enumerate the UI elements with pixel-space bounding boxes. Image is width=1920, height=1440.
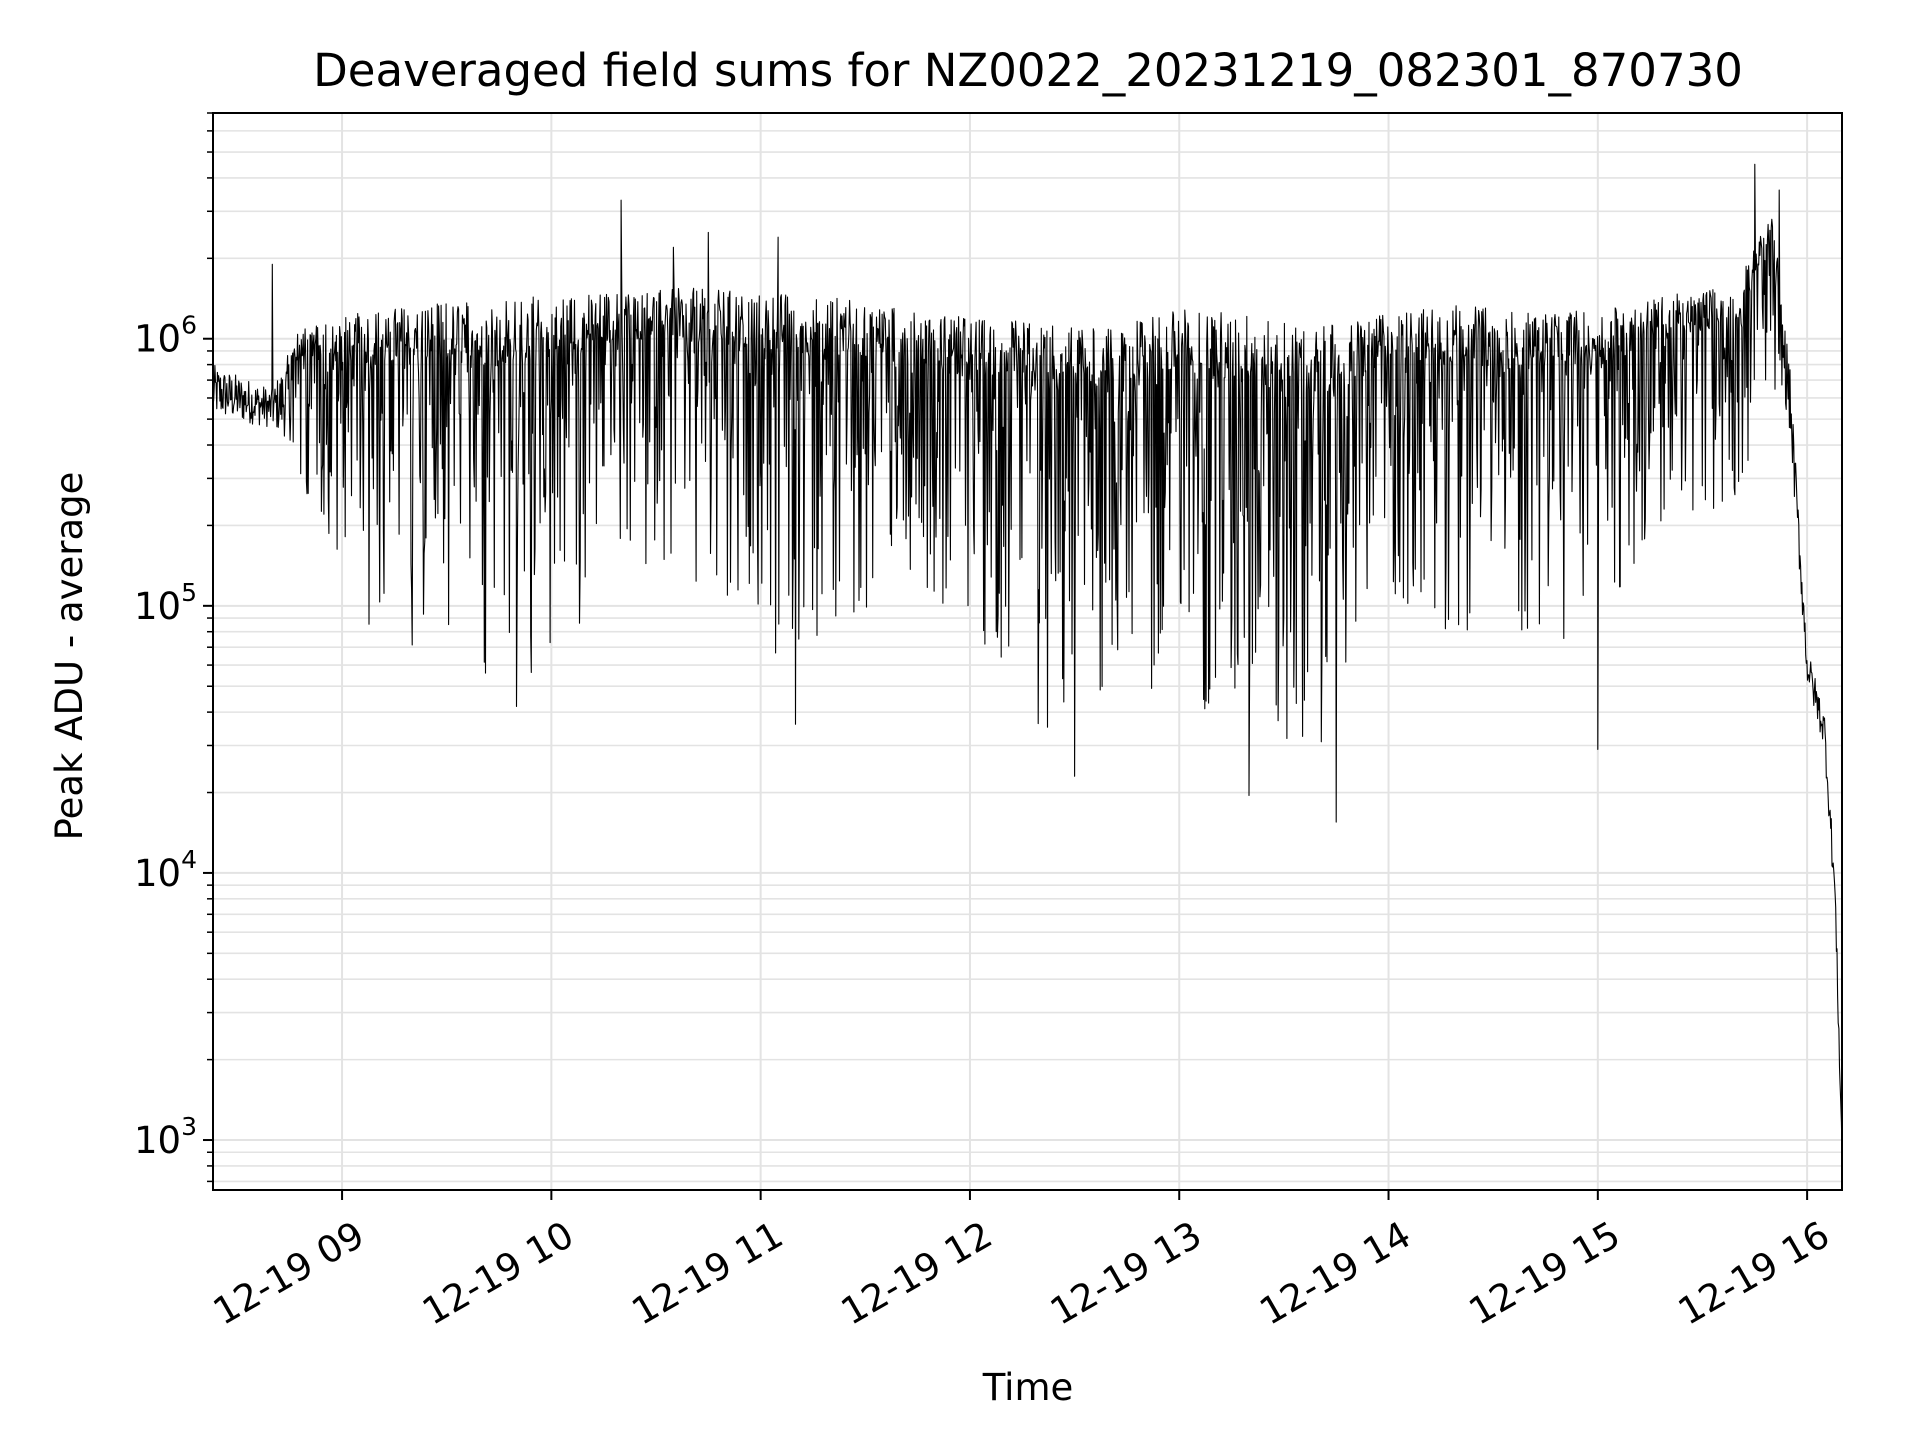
series-trace xyxy=(212,163,1843,1151)
series-line xyxy=(212,163,1843,1151)
y-tick-base: 10 xyxy=(134,852,181,895)
x-axis-label: Time xyxy=(982,1366,1074,1409)
y-tick-base: 10 xyxy=(134,318,181,361)
y-tick-exponent: 3 xyxy=(181,1112,197,1141)
y-tick-exponent: 5 xyxy=(181,578,197,607)
y-tick-label: 105 xyxy=(134,578,197,628)
y-tick-label: 106 xyxy=(134,311,197,361)
plot-area-frame xyxy=(212,112,1843,1191)
y-tick-exponent: 6 xyxy=(181,311,197,340)
y-tick-base: 10 xyxy=(134,585,181,628)
y-tick-label: 104 xyxy=(134,845,197,895)
y-axis-label: Peak ADU - average xyxy=(48,472,91,841)
y-tick-base: 10 xyxy=(134,1119,181,1162)
y-tick-label: 103 xyxy=(134,1112,197,1162)
chart-title: Deaveraged field sums for NZ0022_2023121… xyxy=(313,44,1743,97)
grid xyxy=(213,112,1842,1190)
y-tick-exponent: 4 xyxy=(181,845,197,874)
